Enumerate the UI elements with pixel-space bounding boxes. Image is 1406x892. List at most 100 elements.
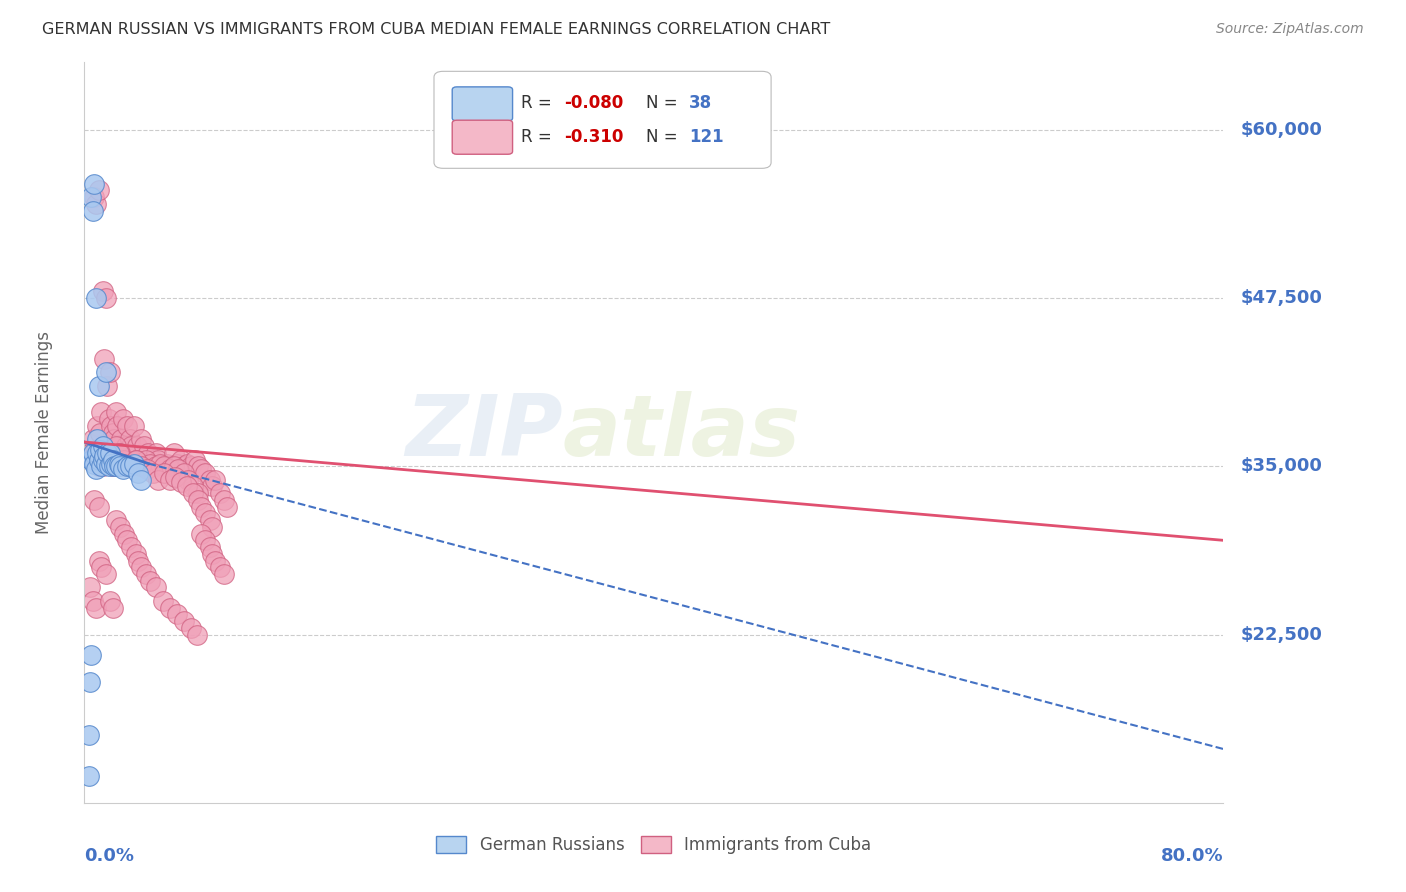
Point [108, 446, 131, 460]
Point [124, 452, 146, 467]
Point [86, 418, 108, 433]
Point [149, 457, 172, 471]
Point [170, 475, 193, 490]
Legend: German Russians, Immigrants from Cuba: German Russians, Immigrants from Cuba [429, 830, 879, 861]
Text: -0.310: -0.310 [564, 128, 623, 146]
Point [96, 378, 118, 392]
Point [98, 594, 121, 608]
Point [87, 183, 110, 197]
Point [83, 177, 105, 191]
Point [131, 459, 153, 474]
Point [176, 457, 198, 471]
Point [79, 581, 101, 595]
Point [122, 457, 145, 471]
Point [112, 457, 135, 471]
Point [166, 607, 188, 622]
Text: Source: ZipAtlas.com: Source: ZipAtlas.com [1216, 22, 1364, 37]
Point [101, 452, 124, 467]
Point [187, 492, 209, 507]
Point [190, 500, 212, 514]
Point [104, 459, 127, 474]
Point [166, 457, 188, 471]
Point [159, 459, 181, 474]
Point [103, 459, 125, 474]
Point [173, 614, 195, 628]
Text: ZIP: ZIP [405, 391, 562, 475]
Point [90, 459, 112, 474]
Point [124, 452, 146, 467]
Point [91, 439, 114, 453]
Point [180, 621, 202, 635]
Point [173, 459, 195, 474]
Point [84, 600, 107, 615]
Point [93, 351, 115, 366]
Point [118, 433, 141, 447]
Point [198, 473, 221, 487]
Point [108, 459, 131, 474]
Point [145, 581, 167, 595]
Point [87, 459, 110, 474]
Point [212, 492, 235, 507]
Point [118, 459, 141, 474]
Point [131, 560, 153, 574]
Point [163, 446, 186, 460]
Point [82, 433, 104, 447]
Text: 121: 121 [689, 128, 724, 146]
Point [148, 452, 170, 467]
Point [177, 473, 200, 487]
Point [83, 457, 105, 471]
Point [148, 473, 170, 487]
Point [84, 291, 107, 305]
Point [138, 446, 160, 460]
Point [100, 457, 122, 471]
Point [204, 553, 226, 567]
Point [153, 466, 176, 480]
Point [167, 462, 190, 476]
Point [204, 473, 226, 487]
Point [97, 457, 120, 471]
Point [112, 526, 135, 541]
Point [173, 466, 195, 480]
Point [114, 439, 136, 453]
Point [91, 285, 114, 299]
Point [101, 600, 124, 615]
Point [93, 449, 115, 463]
Point [170, 452, 193, 467]
Point [94, 365, 117, 379]
Text: $22,500: $22,500 [1240, 625, 1322, 643]
Point [80, 446, 103, 460]
Point [112, 446, 135, 460]
Point [136, 462, 159, 476]
Point [90, 405, 112, 419]
Text: $60,000: $60,000 [1240, 120, 1322, 139]
Point [91, 459, 114, 474]
Point [104, 513, 127, 527]
Point [80, 452, 103, 467]
Point [152, 594, 174, 608]
FancyBboxPatch shape [453, 120, 513, 154]
Point [82, 203, 104, 218]
Point [104, 405, 127, 419]
Text: N =: N = [645, 128, 683, 146]
Point [184, 452, 207, 467]
Point [111, 462, 134, 476]
Point [104, 439, 127, 453]
Point [97, 459, 120, 474]
FancyBboxPatch shape [434, 71, 770, 169]
Point [108, 520, 131, 534]
Point [79, 674, 101, 689]
Point [124, 547, 146, 561]
Point [153, 459, 176, 474]
Point [96, 446, 118, 460]
Text: N =: N = [645, 95, 683, 112]
Point [208, 486, 231, 500]
Point [190, 462, 212, 476]
Point [110, 433, 132, 447]
Point [190, 526, 212, 541]
Point [125, 439, 148, 453]
Point [98, 446, 121, 460]
Point [127, 452, 149, 467]
Point [98, 365, 121, 379]
Point [101, 459, 124, 474]
Point [131, 473, 153, 487]
